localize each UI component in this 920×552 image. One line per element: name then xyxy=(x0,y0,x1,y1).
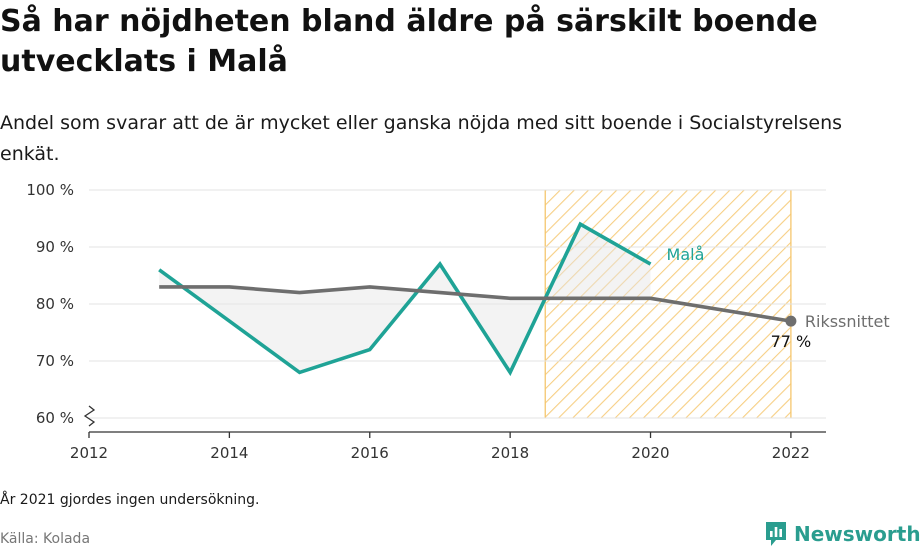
x-tick-label: 2016 xyxy=(351,444,389,462)
source-text: Källa: Kolada xyxy=(0,531,91,547)
rikssnittet-end-point xyxy=(785,315,797,327)
brand-name: Newsworthy xyxy=(794,522,920,546)
y-tick-label: 70 % xyxy=(36,352,74,370)
y-tick-label: 100 % xyxy=(26,181,74,199)
y-tick-label: 60 % xyxy=(36,409,74,427)
x-tick-label: 2018 xyxy=(491,444,529,462)
footnote: År 2021 gjordes ingen undersökning. xyxy=(0,492,260,508)
x-tick-label: 2014 xyxy=(210,444,248,462)
y-tick-label: 90 % xyxy=(36,238,74,256)
end-value-label: 77 % xyxy=(771,332,812,351)
series-line-rikssnittet xyxy=(159,285,792,323)
brand-logo: Newsworthy xyxy=(764,518,920,550)
axis-break-icon xyxy=(83,405,96,427)
series-label-rikssnittet: Rikssnittet xyxy=(805,312,890,331)
newsworthy-logo-icon xyxy=(766,522,786,546)
x-tick-label: 2022 xyxy=(772,444,810,462)
series-line-mala xyxy=(158,221,652,377)
page-title: Så har nöjdheten bland äldre på särskilt… xyxy=(0,4,818,79)
chart-subtitle: Andel som svarar att de är mycket eller … xyxy=(0,112,843,165)
y-tick-label: 80 % xyxy=(36,295,74,313)
x-tick-label: 2020 xyxy=(631,444,669,462)
series-label-mala: Malå xyxy=(667,245,705,264)
x-tick-label: 2012 xyxy=(70,444,108,462)
line-chart: 60 % 70 % 80 % 90 % 100 % 2012 2014 2016 2018 20… xyxy=(26,181,890,462)
